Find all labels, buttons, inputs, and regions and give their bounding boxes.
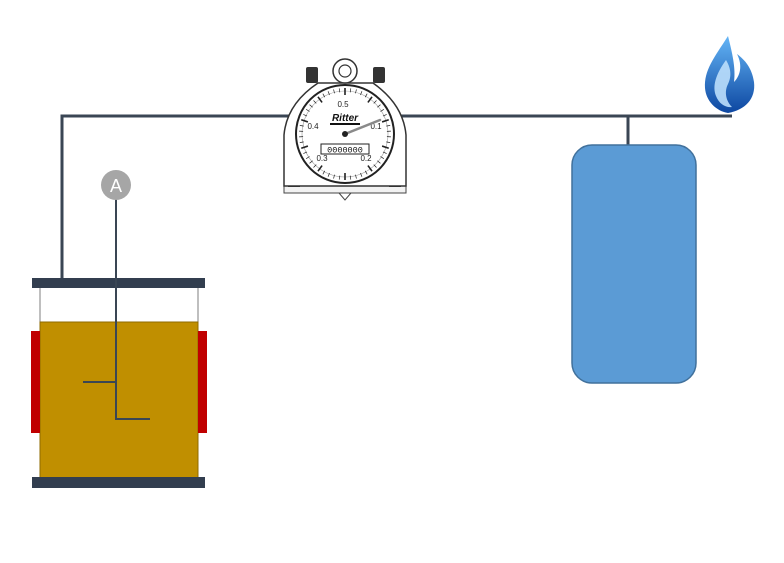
meter-dial-tick <box>382 114 387 117</box>
reactor-lid-bottom <box>32 477 205 488</box>
meter-dial-tick <box>355 89 357 94</box>
meter-counter-box <box>320 143 370 155</box>
meter-needle <box>343 118 382 136</box>
meter-dial-label: 0.2 <box>360 154 372 163</box>
meter-needle-hub <box>342 131 348 137</box>
meter-knob-right <box>373 67 385 83</box>
meter-dial-label: 0.1 <box>370 122 382 131</box>
meter-dial-tick <box>301 145 309 149</box>
meter-dial-tick <box>380 109 385 112</box>
meter-brand-underline <box>330 123 360 125</box>
meter-base <box>283 185 407 194</box>
meter-dial-tick <box>303 151 308 154</box>
reactor-outlet-pipe <box>60 114 290 280</box>
meter-brand: Ritter <box>332 113 359 124</box>
meter-dial-tick <box>364 170 368 175</box>
meter-dial-tick <box>338 88 341 93</box>
heater-left <box>31 331 40 433</box>
meter-dial-tick <box>360 172 363 177</box>
meter-dial-tick <box>349 175 352 180</box>
flame-inner <box>714 60 732 108</box>
meter-dial-tick <box>381 119 389 123</box>
meter-dial-tick <box>333 174 335 179</box>
reactor-lid-top <box>32 278 205 288</box>
agitator-motor-circle <box>101 170 131 200</box>
meter-dial-tick <box>317 165 323 172</box>
meter-dial-tick <box>377 160 381 164</box>
reactor-liquid <box>39 321 199 479</box>
meter-dial-tick <box>309 104 313 108</box>
meter-dial-tick <box>382 151 387 154</box>
meter-dial-tick <box>333 89 335 94</box>
reactor-vessel <box>31 278 207 488</box>
meter-dial-tick <box>299 141 304 143</box>
meter-dial-tick <box>327 172 330 177</box>
meter-dial-tick <box>364 93 368 98</box>
meter-dial-tick <box>381 145 389 149</box>
meter-knob-left <box>306 67 318 83</box>
gas-pipe <box>60 114 732 280</box>
meter-dial-tick <box>317 96 323 103</box>
gas-storage-tank <box>571 144 697 384</box>
meter-dial-label: 0.3 <box>316 154 328 163</box>
meter-dial-tick <box>305 109 310 112</box>
meter-dial-tick <box>303 114 308 117</box>
meter-dial-tick <box>327 91 330 96</box>
gas-meter-icon: Ritter 0.5 0.4 0.1 0.3 0.2 0000000 <box>283 58 407 201</box>
meter-dial-tick <box>349 88 352 93</box>
meter-dial-tick <box>386 125 391 127</box>
meter-dial-tick <box>380 156 385 159</box>
meter-dial-tick <box>322 93 326 98</box>
meter-dial-tick <box>322 170 326 175</box>
meter-dial-tick <box>301 119 309 123</box>
meter-dial-tick <box>386 141 391 143</box>
meter-dial-tick <box>367 96 373 103</box>
meter-dial-label: 0.4 <box>307 122 319 131</box>
meter-dial-tick <box>367 165 373 172</box>
meter-drain <box>337 192 353 201</box>
agitator-label: A <box>110 176 122 196</box>
meter-dial-tick <box>373 164 377 168</box>
flame-icon <box>704 36 755 113</box>
heater-right <box>198 331 207 433</box>
meter-dial-tick <box>355 174 357 179</box>
meter-dial-tick <box>338 175 341 180</box>
meter-dial-tick <box>373 100 377 104</box>
meter-dial-tick <box>377 104 381 108</box>
agitator-shaft <box>115 198 150 420</box>
meter-counter: 0000000 <box>327 146 363 156</box>
meter-dial-tick <box>313 164 317 168</box>
meter-hanger-hole <box>338 64 352 78</box>
meter-dial-tick <box>309 160 313 164</box>
agitator: A <box>83 170 150 420</box>
meter-dial-label: 0.5 <box>337 100 349 109</box>
meter-dial-tick <box>299 125 304 127</box>
meter-dial-tick <box>305 156 310 159</box>
meter-dial-tick <box>313 100 317 104</box>
meter-dial-tick <box>360 91 363 96</box>
meter-dial-ticks <box>299 88 391 180</box>
